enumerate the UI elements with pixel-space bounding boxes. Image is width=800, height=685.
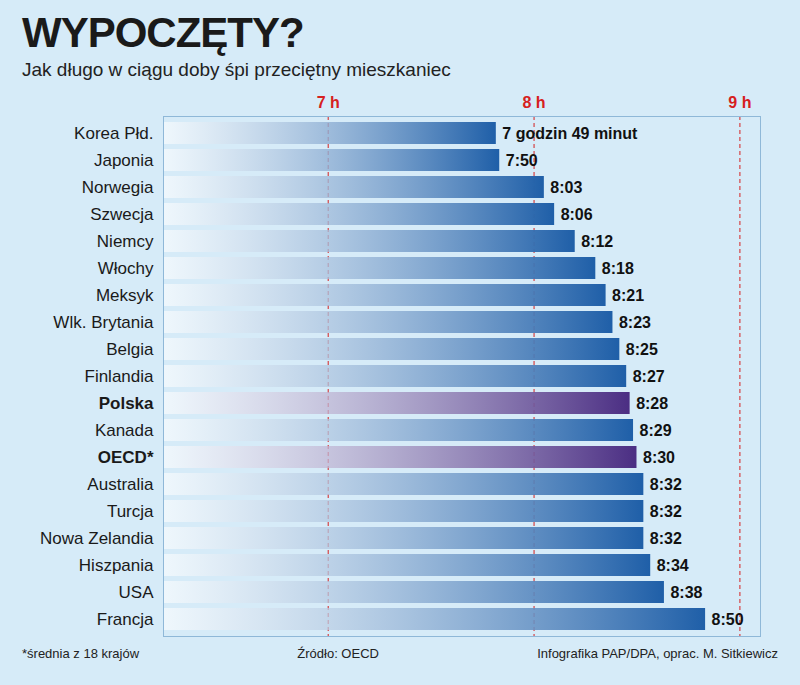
- svg-text:8:25: 8:25: [626, 341, 658, 358]
- svg-text:Korea Płd.: Korea Płd.: [74, 124, 153, 143]
- svg-text:Belgia: Belgia: [106, 340, 154, 359]
- svg-text:7:50: 7:50: [506, 152, 538, 169]
- svg-text:Norwegia: Norwegia: [82, 178, 154, 197]
- svg-text:9 h: 9 h: [728, 94, 751, 111]
- svg-text:Szwecja: Szwecja: [90, 205, 154, 224]
- svg-text:Hiszpania: Hiszpania: [79, 556, 154, 575]
- svg-text:8:12: 8:12: [581, 233, 613, 250]
- svg-text:8:21: 8:21: [612, 287, 644, 304]
- svg-text:Włochy: Włochy: [98, 259, 154, 278]
- svg-text:Finlandia: Finlandia: [85, 367, 155, 386]
- svg-text:8:27: 8:27: [633, 368, 665, 385]
- svg-text:OECD*: OECD*: [98, 448, 154, 467]
- html-text:Infografika PAP/DPA, oprac. M.: Infografika PAP/DPA, oprac. M. Sitkiewic…: [537, 646, 778, 661]
- svg-text:8:28: 8:28: [636, 395, 668, 412]
- svg-text:8:32: 8:32: [650, 503, 682, 520]
- svg-text:8:30: 8:30: [643, 449, 675, 466]
- svg-text:7 godzin 49 minut: 7 godzin 49 minut: [502, 125, 638, 142]
- svg-text:8:06: 8:06: [561, 206, 593, 223]
- svg-text:7 h: 7 h: [317, 94, 340, 111]
- svg-text:USA: USA: [119, 583, 155, 602]
- svg-text:Nowa Zelandia: Nowa Zelandia: [40, 529, 154, 548]
- svg-text:8:50: 8:50: [712, 611, 744, 628]
- svg-text:8:03: 8:03: [550, 179, 582, 196]
- svg-text:8:23: 8:23: [619, 314, 651, 331]
- svg-text:8:34: 8:34: [657, 557, 689, 574]
- svg-text:8 h: 8 h: [522, 94, 545, 111]
- svg-text:Francja: Francja: [97, 610, 154, 629]
- svg-text:8:32: 8:32: [650, 530, 682, 547]
- svg-text:Wlk. Brytania: Wlk. Brytania: [53, 313, 154, 332]
- svg-text:8:32: 8:32: [650, 476, 682, 493]
- html-text:Jak długo w ciągu doby śpi prz: Jak długo w ciągu doby śpi przeciętny mi…: [22, 59, 451, 80]
- svg-text:Japonia: Japonia: [94, 151, 154, 170]
- svg-text:8:29: 8:29: [640, 422, 672, 439]
- svg-text:Turcja: Turcja: [107, 502, 154, 521]
- svg-text:Polska: Polska: [99, 394, 154, 413]
- svg-text:Niemcy: Niemcy: [97, 232, 154, 251]
- svg-text:8:38: 8:38: [670, 584, 702, 601]
- svg-text:Australia: Australia: [87, 475, 154, 494]
- svg-text:Kanada: Kanada: [95, 421, 154, 440]
- svg-text:8:18: 8:18: [602, 260, 634, 277]
- html-text:WYPOCZĘTY?: WYPOCZĘTY?: [22, 9, 304, 56]
- html-text:*średnia z 18 krajów: *średnia z 18 krajów: [22, 646, 140, 661]
- svg-text:Meksyk: Meksyk: [96, 286, 154, 305]
- html-text:Źródło: OECD: Źródło: OECD: [297, 646, 379, 661]
